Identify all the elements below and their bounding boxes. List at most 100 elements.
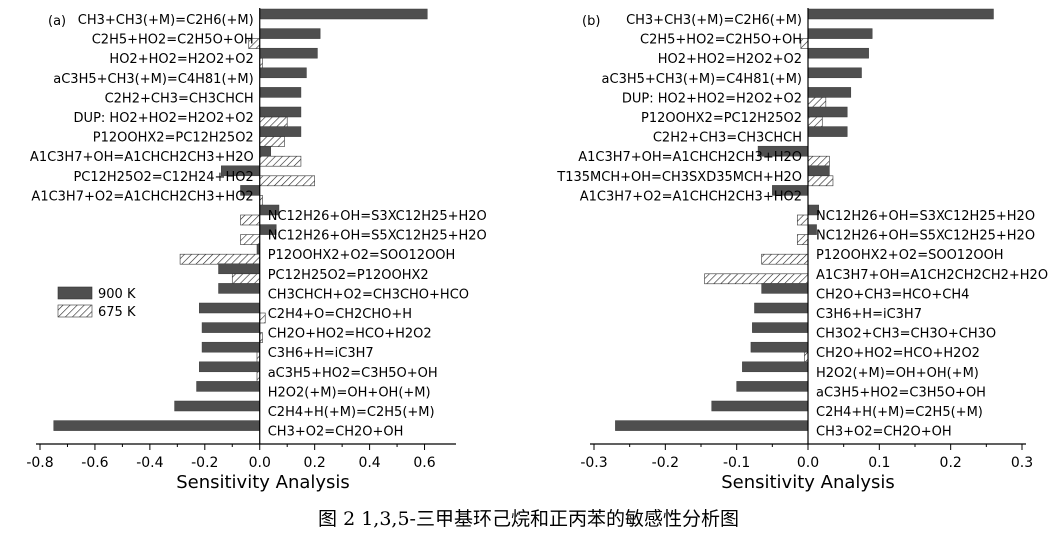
- bar-900k-4: [259, 87, 302, 98]
- category-label-14: CH3CHCH+O2=CH3CHO+HCO: [268, 287, 469, 302]
- category-label-11: NC12H26+OH=S5XC12H25+H2O: [816, 229, 1035, 244]
- category-label-11: NC12H26+OH=S5XC12H25+H2O: [268, 229, 487, 244]
- category-label-6: P12OOHX2=PC12H25O2: [93, 131, 254, 146]
- category-label-0: CH3+CH3(+M)=C2H6(+M): [78, 13, 254, 28]
- panel-a-label: (a): [48, 14, 66, 29]
- category-label-20: C2H4+H(+M)=C2H5(+M): [268, 405, 435, 420]
- legend-swatch-900: [57, 286, 93, 300]
- category-label-3: aC3H5+CH3(+M)=C4H81(+M): [602, 72, 802, 87]
- bar-900k-15: [754, 302, 809, 314]
- bar-900k-5: [259, 106, 302, 118]
- category-label-17: C3H6+H=iC3H7: [268, 346, 374, 361]
- category-label-15: C3H6+H=iC3H7: [816, 307, 922, 322]
- bar-900k-14: [218, 283, 260, 294]
- bar-900k-15: [199, 302, 260, 314]
- category-label-8: PC12H25O2=C12H24+HO2: [73, 170, 253, 185]
- bar-900k-2: [807, 47, 869, 59]
- bar-900k-14: [761, 283, 809, 294]
- bar-675k-6: [259, 136, 285, 147]
- bar-675k-11: [240, 234, 261, 245]
- panel-b-xlabel: Sensitivity Analysis: [721, 472, 895, 493]
- panel-b: (b) CH3+CH3(+M)=C2H6(+M) C2H5+HO2=C2H5O+O…: [556, 8, 1048, 493]
- bar-675k-5: [259, 116, 288, 128]
- bar-900k-19: [196, 381, 260, 392]
- bar-675k-8: [807, 175, 834, 187]
- panel-a-category-labels: CH3+CH3(+M)=C2H6(+M) C2H5+HO2=C2H5O+OH HO2…: [30, 13, 487, 440]
- category-label-2: HO2+HO2=H2O2+O2: [109, 52, 253, 67]
- category-label-4: DUP: HO2+HO2=H2O2+O2: [622, 91, 802, 106]
- category-label-19: aC3H5+HO2=C3H5O+OH: [816, 385, 986, 400]
- x-tick-label-3: 0.0: [797, 455, 819, 471]
- bar-900k-7: [259, 145, 271, 157]
- sensitivity-figure: (a) CH3+CH3(+M)=C2H6(+M) C2H5+HO2=C2H5O+O…: [26, 8, 1048, 493]
- bar-675k-5: [807, 116, 823, 128]
- category-label-18: aC3H5+HO2=C3H5O+OH: [268, 366, 438, 381]
- bar-900k-4: [807, 87, 852, 98]
- bar-900k-1: [259, 28, 321, 39]
- category-label-5: P12OOHX2=PC12H25O2: [641, 111, 802, 126]
- x-tick-label-6: 0.4: [358, 455, 380, 471]
- panel-a-bars: [53, 8, 428, 431]
- bar-900k-3: [807, 67, 862, 79]
- bar-900k-17: [201, 341, 260, 353]
- category-label-17: CH2O+HO2=HCO+H2O2: [816, 346, 980, 361]
- bar-900k-18: [742, 361, 809, 373]
- category-label-12: P12OOHX2+O2=SOO12OOH: [816, 248, 1004, 263]
- bar-675k-12: [179, 253, 261, 265]
- category-label-1: C2H5+HO2=C2H5O+OH: [640, 33, 802, 48]
- legend-label-900: 900 K: [98, 287, 136, 302]
- panel-a-xlabel: Sensitivity Analysis: [176, 472, 350, 493]
- category-label-10: NC12H26+OH=S3XC12H25+H2O: [816, 209, 1035, 224]
- x-tick-label-2: -0.1: [723, 455, 750, 471]
- bar-900k-13: [218, 263, 260, 275]
- x-tick-label-1: -0.2: [652, 455, 679, 471]
- bar-675k-7: [807, 155, 830, 167]
- bar-675k-10: [796, 214, 809, 226]
- legend-label-675: 675 K: [98, 305, 136, 320]
- category-label-15: C2H4+O=CH2CHO+H: [268, 307, 412, 322]
- bar-675k-13: [231, 273, 261, 285]
- figure-caption: 图 2 1,3,5-三甲基环己烷和正丙苯的敏感性分析图: [318, 508, 739, 530]
- category-label-7: A1C3H7+OH=A1CHCH2CH3+H2O: [30, 150, 254, 165]
- x-tick-label-0: -0.8: [26, 455, 53, 471]
- bar-900k-6: [807, 126, 848, 137]
- category-label-21: CH3+O2=CH2O+OH: [816, 425, 952, 440]
- category-label-5: DUP: HO2+HO2=H2O2+O2: [74, 111, 254, 126]
- category-label-21: CH3+O2=CH2O+OH: [268, 425, 404, 440]
- category-label-3: aC3H5+CH3(+M)=C4H81(+M): [53, 72, 253, 87]
- bar-900k-0: [259, 8, 428, 20]
- bar-675k-10: [240, 214, 261, 226]
- x-tick-label-0: -0.3: [580, 455, 607, 471]
- bar-900k-8: [807, 165, 830, 177]
- bar-675k-4: [807, 97, 827, 108]
- x-tick-label-3: -0.2: [191, 455, 218, 471]
- bar-900k-3: [259, 67, 307, 79]
- bar-900k-21: [615, 420, 809, 431]
- bar-900k-20: [174, 400, 260, 412]
- x-tick-label-4: 0.1: [868, 455, 890, 471]
- panel-a: (a) CH3+CH3(+M)=C2H6(+M) C2H5+HO2=C2H5O+O…: [26, 8, 487, 493]
- category-label-4: C2H2+CH3=CH3CHCH: [105, 91, 254, 106]
- bar-675k-15: [259, 312, 266, 324]
- category-label-0: CH3+CH3(+M)=C2H6(+M): [626, 13, 802, 28]
- bar-900k-19: [736, 381, 809, 392]
- category-label-9: A1C3H7+O2=A1CHCH2CH3+HO2: [580, 189, 802, 204]
- category-label-1: C2H5+HO2=C2H5O+OH: [92, 33, 254, 48]
- category-label-16: CH2O+HO2=HCO+H2O2: [268, 327, 432, 342]
- bar-900k-1: [807, 28, 873, 39]
- bar-675k-12: [761, 253, 809, 265]
- category-label-16: CH3O2+CH3=CH3O+CH3O: [816, 327, 996, 342]
- category-label-20: C2H4+H(+M)=C2H5(+M): [816, 405, 983, 420]
- category-label-6: C2H2+CH3=CH3CHCH: [653, 131, 802, 146]
- category-label-9: A1C3H7+O2=A1CHCH2CH3+HO2: [31, 189, 253, 204]
- bar-900k-16: [201, 322, 260, 333]
- x-tick-label-5: 0.2: [940, 455, 962, 471]
- x-tick-label-6: 0.3: [1011, 455, 1033, 471]
- bar-900k-16: [752, 322, 809, 333]
- x-tick-label-4: 0.0: [249, 455, 271, 471]
- x-tick-label-5: 0.2: [304, 455, 326, 471]
- category-label-18: H2O2(+M)=OH+OH(+M): [816, 366, 979, 381]
- bar-900k-20: [711, 400, 809, 412]
- category-label-13: PC12H25O2=P12OOHX2: [268, 268, 429, 283]
- bar-900k-18: [199, 361, 260, 373]
